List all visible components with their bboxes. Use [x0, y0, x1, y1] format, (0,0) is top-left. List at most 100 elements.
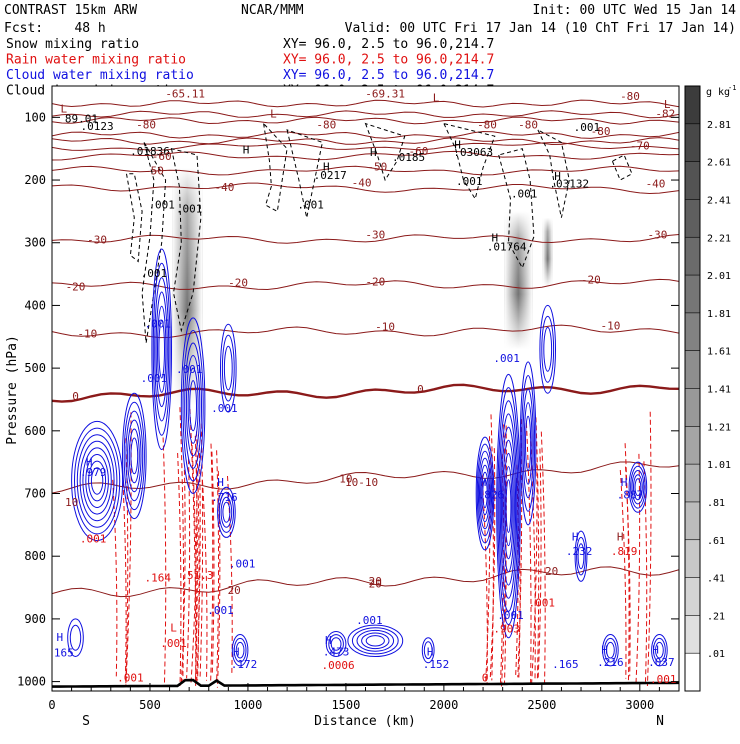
contour-label-60: H	[480, 476, 487, 489]
cloud-water-contour-6-0	[475, 436, 495, 551]
cloud-water-contour-11-0	[574, 530, 588, 582]
cloud-water-contour-2-2	[154, 277, 170, 422]
cloud-water-contour-18-1	[653, 637, 666, 663]
cloud-water-contour-4-2	[223, 345, 233, 391]
cloud-water-contour-9-2	[543, 326, 553, 372]
cloud-water-contour-7-3	[499, 413, 518, 599]
cloud-water-contour-7-8	[505, 479, 512, 533]
contour-label-0: -65.11	[165, 87, 205, 100]
plot-area	[52, 86, 679, 691]
contour-label-63: .887	[617, 489, 644, 502]
cloud-water-contour-4-1	[221, 334, 235, 402]
colorbar-label-7: 1.41	[707, 385, 731, 396]
cloud-water-contour-3-5	[189, 380, 198, 432]
rain-contour-4	[216, 450, 220, 682]
contour-label-3: -82	[655, 107, 675, 120]
y-tick-label-400: 400	[24, 298, 46, 312]
cloud-water-contour-3-3	[185, 355, 201, 457]
cloud-water-contour-14-2	[235, 641, 245, 659]
rain-contour-43	[122, 473, 127, 681]
rain-contour-20	[535, 417, 540, 679]
contour-label-74: L	[170, 621, 177, 634]
temperature-contour--60	[52, 150, 679, 161]
cloud-water-contour-10-2	[631, 470, 645, 505]
temperature-label--60: -60	[152, 150, 172, 163]
terrain-line	[52, 678, 679, 688]
rain-contour-19	[530, 463, 538, 688]
temperature-label--20: -20	[66, 281, 86, 294]
cloud-ice-contours	[125, 122, 633, 344]
contour-label-1: -69.31	[365, 87, 405, 100]
legend-xy-0: XY= 96.0, 2.5 to 96.0,214.7	[283, 37, 494, 52]
colorbar-label-1: 2.61	[707, 158, 731, 169]
rain-contour-17	[227, 475, 233, 676]
cloud-water-contour-7-7	[504, 466, 513, 547]
cloud-water-contour-15-0	[67, 618, 84, 658]
cloud-water-contour-0-4	[82, 447, 112, 515]
legend-entry-2: Cloud water mixing ratio	[6, 68, 194, 83]
contour-label-78: H	[233, 645, 240, 658]
init-time: Init: 00 UTC Wed 15 Jan 14	[533, 3, 737, 18]
contour-label-59: .716	[211, 491, 238, 504]
x-tick-label-3000: 3000	[625, 698, 654, 712]
cloud-water-contour-0-0	[71, 420, 124, 542]
cloud-water-contour-8-1	[521, 375, 536, 512]
contour-label-82: .473	[323, 645, 350, 658]
cloud-water-contour-6-6	[482, 478, 488, 509]
contour-label-65: .232	[566, 545, 593, 558]
cloud-water-contour-16-0	[421, 637, 435, 664]
contour-label-25: 10	[65, 496, 78, 509]
colorbar-box-7	[685, 350, 700, 389]
contour-label-8: -80	[591, 125, 611, 138]
colorbar-box-5	[685, 275, 700, 314]
y-tick-label-300: 300	[24, 236, 46, 250]
contour-label-16: -20	[365, 275, 385, 288]
cloud-ice-contour-4	[364, 122, 406, 182]
cloud-water-contour-12-1	[351, 627, 399, 655]
contour-label-40: .001	[456, 175, 483, 188]
rain-contour-34	[619, 469, 627, 679]
cloud-water-contour-2-3	[155, 291, 168, 408]
cloud-water-contour-2-0	[151, 248, 172, 451]
cloud-water-contour-2-4	[157, 305, 167, 393]
colorbar-label-8: 1.21	[707, 422, 731, 433]
cloud-water-contour-10-0	[628, 461, 648, 513]
center-title: NCAR/MMM	[241, 3, 304, 18]
contour-label-92: .037	[648, 656, 675, 669]
contour-label-18: -10	[375, 321, 395, 334]
contour-label-75: .001	[160, 637, 187, 650]
cloud-water-contour-1-5	[130, 437, 139, 475]
rain-contour-12	[186, 459, 191, 679]
temperature-contour--40	[52, 182, 679, 195]
contour-label-14: -30	[647, 228, 667, 241]
colorbar-box-13	[685, 577, 700, 616]
upper-temperature-contour-0	[52, 99, 679, 108]
cloud-water-contour-8-4	[525, 415, 532, 472]
contour-label-44: .001	[176, 203, 203, 216]
contour-label-7: -80	[518, 119, 538, 132]
cloud-water-contour-6-4	[480, 464, 490, 523]
cloud-water-contour-2-1	[152, 262, 171, 436]
rain-contour-11	[201, 479, 208, 681]
cloud-water-contour-18-2	[655, 641, 664, 659]
colorbar-box-14	[685, 615, 700, 654]
contour-label-79: .172	[231, 658, 258, 671]
rain-contour-26	[485, 436, 491, 683]
contour-label-84: H	[427, 645, 434, 658]
rain-contour-1	[196, 445, 201, 685]
contour-label-11: -40	[352, 176, 372, 189]
contour-label-73: .001	[529, 596, 556, 609]
contour-label-42: .001	[297, 198, 324, 211]
temperature-contour-10	[52, 461, 679, 494]
contour-label-91: H	[652, 643, 659, 656]
temperature-contours	[52, 99, 679, 598]
cloud-water-contour-17-2	[606, 641, 615, 659]
contour-label-62: H	[621, 476, 628, 489]
contour-label-49: L	[433, 92, 440, 105]
cloud-water-contour-6-3	[479, 457, 491, 530]
cloud-water-contour-8-3	[523, 402, 533, 485]
cloud-ice-contour-1	[170, 148, 202, 333]
colorbar-label-14: .01	[707, 649, 725, 660]
contour-label-80: .001	[356, 614, 383, 627]
